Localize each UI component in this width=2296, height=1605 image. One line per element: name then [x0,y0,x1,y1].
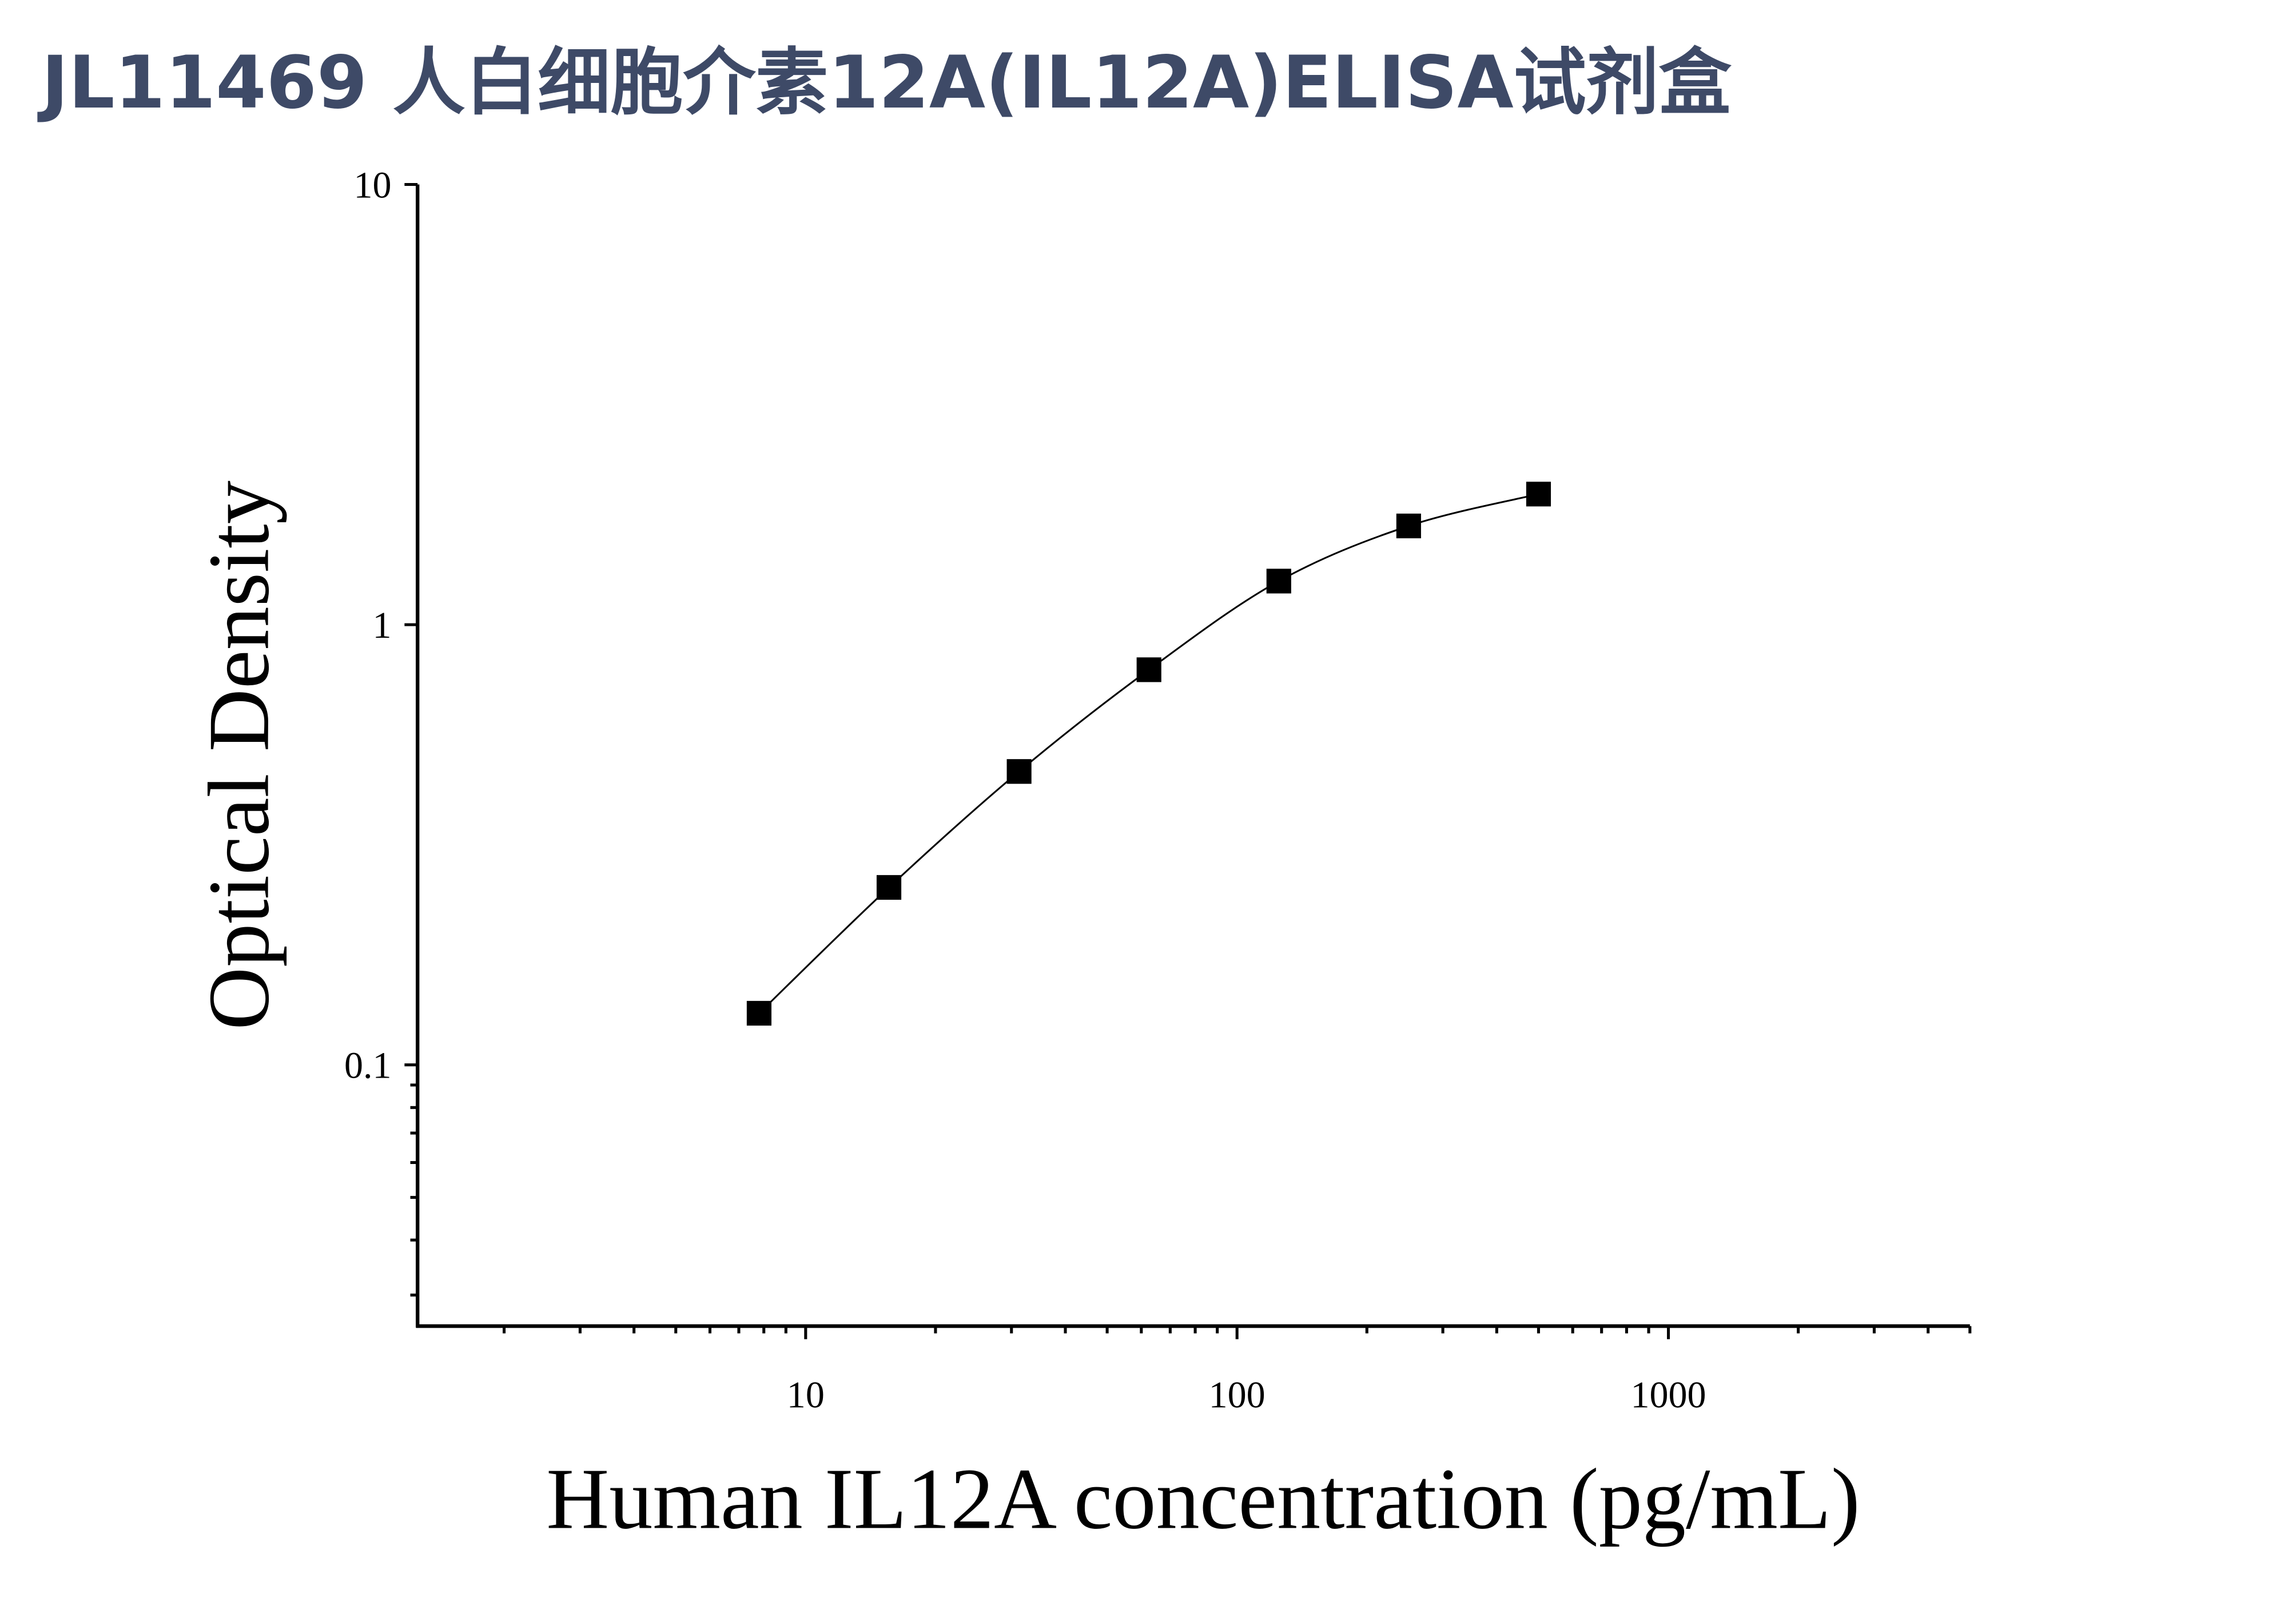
x-tick-label: 100 [1209,1374,1266,1416]
data-point [1136,657,1161,682]
data-point [746,1000,772,1026]
chart-title: JL11469 人白细胞介素12A(IL12A)ELISA试剂盒 [37,40,1732,125]
data-point [1006,759,1032,784]
y-tick-label: 10 [353,164,391,206]
y-axis-title: Optical Density [190,480,287,1030]
x-tick-label: 1000 [1631,1374,1706,1416]
fit-curve [758,493,1539,1014]
data-point [1396,513,1421,539]
x-axis-title: Human IL12A concentration (pg/mL) [546,1450,1860,1547]
x-tick-label: 10 [787,1374,825,1416]
y-tick-label: 1 [372,605,391,646]
y-tick-label: 0.1 [344,1045,392,1087]
data-point [876,875,902,900]
data-point [1266,569,1291,594]
data-point [1526,482,1551,507]
